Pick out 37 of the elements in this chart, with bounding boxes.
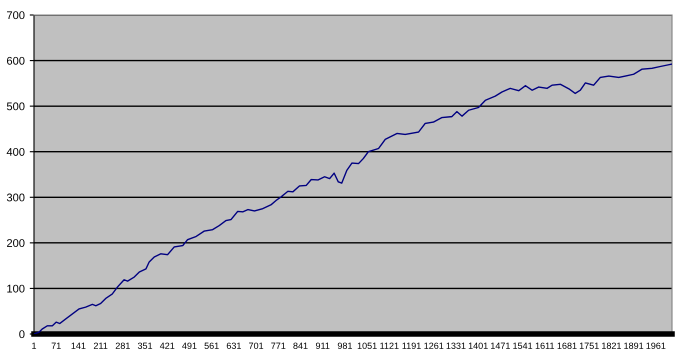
x-tick-label: 1541: [513, 342, 532, 349]
y-tick-label: 300: [6, 194, 25, 202]
x-tick-label: 281: [116, 342, 130, 349]
x-tick-label: 911: [316, 342, 330, 349]
y-tick-label: 100: [7, 284, 25, 293]
x-tick-label: 701: [249, 342, 264, 349]
x-tick-label: 1891: [624, 342, 644, 349]
x-tick-label: 1051: [358, 342, 377, 349]
y-tick-label: 500: [6, 102, 25, 110]
x-tick-label: 1961: [646, 342, 666, 349]
y-tick-label: 600: [7, 56, 25, 65]
y-tick-label: 400: [6, 148, 25, 156]
x-tick-label: 351: [138, 342, 152, 349]
x-tick-label: 491: [182, 342, 197, 349]
x-tick-label: 1: [32, 342, 36, 349]
x-tick-label: 631: [226, 342, 241, 349]
x-tick-label: 841: [293, 342, 308, 349]
x-tick-label: 1331: [446, 342, 466, 349]
x-tick-label: 771: [271, 342, 286, 349]
y-tick-label: 200: [6, 239, 25, 247]
x-tick-label: 561: [204, 342, 219, 349]
x-tick-label: 421: [160, 342, 174, 349]
x-tick-label: 1261: [424, 342, 444, 349]
x-tick-label: 981: [338, 342, 352, 349]
x-tick-label: 1681: [558, 342, 577, 349]
x-tick-label: 71: [52, 342, 61, 349]
y-tick-label: 0: [19, 330, 25, 338]
x-tick-label: 1471: [491, 342, 510, 349]
x-tick-label: 141: [72, 342, 86, 349]
x-tick-label: 1401: [468, 342, 488, 349]
x-tick-label: 1611: [536, 342, 554, 349]
x-tick-label: 1121: [380, 342, 399, 349]
x-tick-label: 1821: [602, 342, 622, 349]
y-tick-label: 700: [7, 11, 25, 20]
x-tick-label: 1751: [580, 342, 599, 349]
x-tick-label: 211: [94, 342, 108, 349]
x-tick-label: 1191: [402, 342, 421, 349]
